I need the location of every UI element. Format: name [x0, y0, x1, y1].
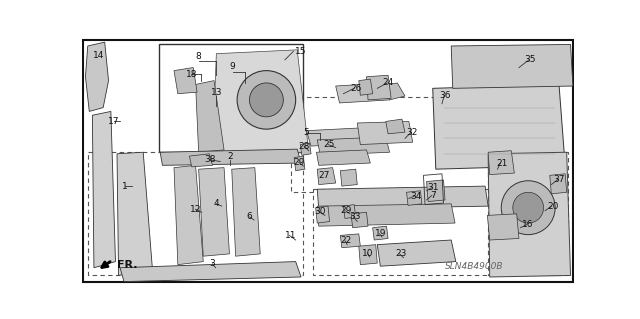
Text: 10: 10: [362, 249, 374, 258]
Text: 24: 24: [383, 78, 394, 87]
Text: 20: 20: [547, 202, 559, 211]
Polygon shape: [317, 168, 336, 185]
Polygon shape: [189, 154, 212, 167]
Bar: [312, 189, 559, 275]
Polygon shape: [488, 152, 570, 277]
Text: 4: 4: [214, 199, 219, 208]
Polygon shape: [117, 152, 152, 275]
Polygon shape: [357, 122, 413, 145]
Text: 18: 18: [186, 70, 198, 79]
Polygon shape: [317, 186, 488, 209]
Polygon shape: [232, 168, 260, 256]
Text: 32: 32: [406, 128, 418, 137]
Text: 15: 15: [294, 47, 306, 56]
Polygon shape: [359, 245, 378, 265]
Polygon shape: [382, 83, 405, 100]
Polygon shape: [488, 214, 519, 240]
Text: FR.: FR.: [117, 260, 138, 270]
Text: 30: 30: [314, 207, 326, 216]
Text: 19: 19: [374, 229, 386, 238]
Polygon shape: [196, 81, 224, 152]
Text: 7: 7: [430, 191, 436, 200]
Text: 14: 14: [93, 51, 104, 60]
Bar: [488, 152, 568, 275]
Polygon shape: [160, 149, 301, 165]
Text: 27: 27: [319, 171, 330, 180]
Polygon shape: [427, 180, 445, 202]
Polygon shape: [372, 226, 388, 240]
Text: 36: 36: [439, 91, 451, 100]
Text: 17: 17: [108, 117, 120, 126]
Text: 33: 33: [349, 212, 361, 221]
Text: 22: 22: [340, 236, 351, 245]
Text: 31: 31: [427, 183, 438, 192]
Text: 8: 8: [196, 52, 202, 61]
Polygon shape: [300, 143, 311, 155]
Text: 29: 29: [293, 158, 305, 167]
Text: 6: 6: [246, 212, 252, 221]
Polygon shape: [212, 50, 308, 152]
Text: 2: 2: [227, 152, 233, 161]
Polygon shape: [433, 85, 565, 169]
Polygon shape: [367, 75, 391, 100]
Polygon shape: [336, 83, 390, 103]
Text: 37: 37: [553, 175, 564, 184]
Text: 12: 12: [190, 205, 201, 214]
Polygon shape: [316, 150, 371, 165]
Text: 23: 23: [396, 249, 407, 258]
Text: 11: 11: [285, 231, 296, 240]
Polygon shape: [378, 240, 456, 266]
Text: 9: 9: [230, 62, 236, 71]
Polygon shape: [351, 212, 368, 228]
Polygon shape: [340, 234, 360, 248]
Polygon shape: [550, 174, 566, 194]
Polygon shape: [317, 204, 455, 226]
Polygon shape: [488, 151, 515, 174]
Polygon shape: [316, 206, 330, 223]
Text: 21: 21: [497, 159, 508, 167]
Text: 5: 5: [303, 129, 309, 137]
Bar: [291, 97, 488, 192]
Circle shape: [501, 181, 555, 235]
Polygon shape: [307, 127, 386, 146]
Circle shape: [250, 83, 284, 117]
Bar: [88, 152, 303, 275]
Polygon shape: [86, 42, 109, 111]
Polygon shape: [198, 168, 230, 256]
Polygon shape: [386, 119, 405, 134]
Text: 25: 25: [323, 140, 335, 149]
Polygon shape: [451, 44, 573, 88]
Polygon shape: [174, 68, 197, 94]
Polygon shape: [317, 137, 390, 155]
Text: 16: 16: [522, 220, 534, 229]
Text: SLN4B4900B: SLN4B4900B: [445, 262, 504, 271]
Polygon shape: [406, 191, 422, 205]
Polygon shape: [340, 169, 357, 186]
Polygon shape: [174, 165, 204, 265]
Text: 13: 13: [211, 88, 222, 97]
Text: 26: 26: [350, 84, 362, 93]
Polygon shape: [344, 204, 356, 219]
Bar: [159, 44, 303, 152]
Text: 28: 28: [298, 142, 310, 151]
Polygon shape: [120, 262, 301, 282]
Text: 1: 1: [122, 182, 127, 191]
Circle shape: [237, 70, 296, 129]
Text: 29: 29: [340, 206, 351, 215]
Polygon shape: [294, 156, 305, 171]
Circle shape: [513, 192, 543, 223]
Text: 35: 35: [525, 55, 536, 64]
Text: 38: 38: [204, 155, 216, 164]
Polygon shape: [359, 79, 372, 95]
Polygon shape: [92, 111, 115, 268]
Text: 34: 34: [410, 192, 422, 201]
Text: 3: 3: [210, 259, 216, 268]
